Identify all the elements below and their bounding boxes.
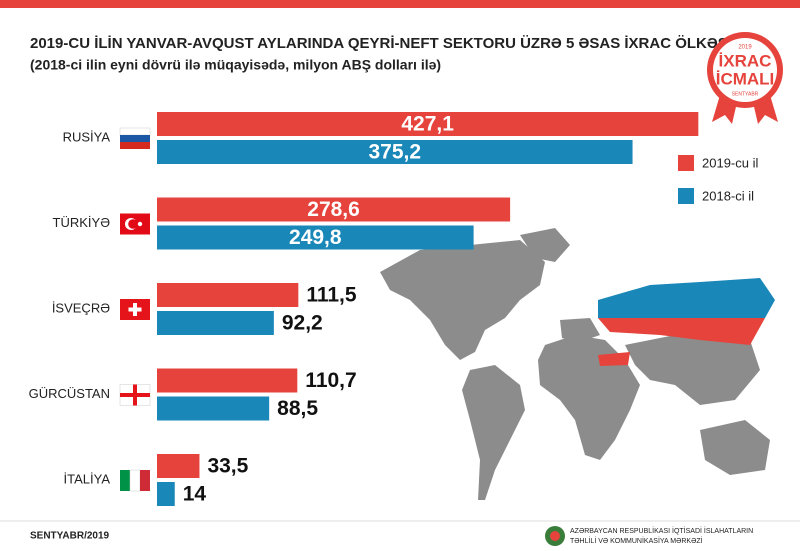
value-label: 111,5: [306, 284, 357, 307]
chart-title: 2019-CU İLİN YANVAR-AVQUST AYLARINDA QEY…: [30, 35, 732, 52]
flag-star: [137, 221, 143, 227]
flag-stripe: [120, 142, 150, 149]
flag-cross: [120, 393, 150, 397]
flag: [120, 213, 150, 235]
top-stripe: [0, 0, 800, 8]
bar: [157, 197, 511, 222]
bar: [157, 112, 699, 136]
turkey-map: [598, 352, 630, 366]
chart-subtitle: (2018-ci ilin eyni dövrü ilə müqayisədə,…: [30, 57, 441, 73]
footer-org-1: AZƏRBAYCAN RESPUBLİKASI İQTİSADİ İSLAHAT…: [570, 526, 753, 535]
footer-org-2: TƏHLİLİ VƏ KOMMUNİKASİYA MƏRKƏZİ: [570, 536, 703, 545]
flag-stripe: [120, 470, 130, 491]
value-label: 110,7: [305, 369, 356, 392]
flag: [120, 469, 150, 492]
bar: [157, 225, 474, 250]
value-label: 14: [183, 483, 207, 506]
bar: [157, 283, 299, 307]
flag-stripe: [120, 135, 150, 142]
badge-line1: İXRAC: [719, 51, 772, 70]
legend-label: 2018-ci il: [702, 188, 754, 203]
value-label: 375,2: [368, 141, 421, 164]
legend-swatch: [678, 188, 694, 204]
emblem-center: [550, 531, 560, 541]
africa: [538, 335, 640, 460]
category-label: RUSİYA: [63, 129, 111, 144]
value-label: 278,6: [307, 198, 360, 221]
badge-month: SENTYABR: [732, 91, 759, 97]
russia-south: [598, 318, 765, 345]
value-label: 427,1: [401, 113, 454, 136]
flag-stripe: [140, 470, 150, 491]
asia: [625, 330, 760, 405]
category-label: GÜRCÜSTAN: [29, 386, 110, 401]
flag: [120, 299, 150, 320]
badge-inner: [713, 38, 777, 102]
footer-date: SENTYABR/2019: [30, 531, 110, 542]
category-label: İSVEÇRƏ: [52, 300, 110, 315]
bar: [157, 482, 175, 506]
bar: [157, 311, 274, 335]
bar: [157, 368, 298, 393]
category-label: TÜRKİYƏ: [53, 215, 111, 230]
value-label: 88,5: [277, 397, 318, 420]
south-america: [462, 365, 525, 500]
australia: [700, 420, 770, 475]
value-label: 92,2: [282, 312, 323, 335]
badge-year: 2019: [738, 45, 752, 51]
flag-stripe: [129, 469, 141, 492]
flag: [119, 384, 151, 406]
bar: [157, 454, 200, 478]
bar: [157, 396, 270, 421]
flag-crescent: [128, 219, 138, 229]
value-label: 33,5: [207, 455, 248, 478]
legend-label: 2019-cu il: [702, 155, 758, 170]
greenland: [520, 228, 570, 262]
europe: [560, 318, 600, 342]
value-label: 249,8: [289, 226, 342, 249]
north-america: [380, 240, 545, 360]
flag: [119, 127, 151, 149]
flag-cross: [128, 307, 142, 312]
badge-line2: İCMALI: [716, 69, 775, 88]
bar: [157, 140, 633, 164]
category-label: İTALİYA: [64, 471, 111, 486]
flag-stripe: [119, 127, 151, 136]
badge: 2019 İXRAC İCMALI SENTYABR: [707, 32, 783, 124]
russia-north: [598, 278, 775, 318]
world-map: [380, 228, 775, 500]
legend-swatch: [678, 155, 694, 171]
